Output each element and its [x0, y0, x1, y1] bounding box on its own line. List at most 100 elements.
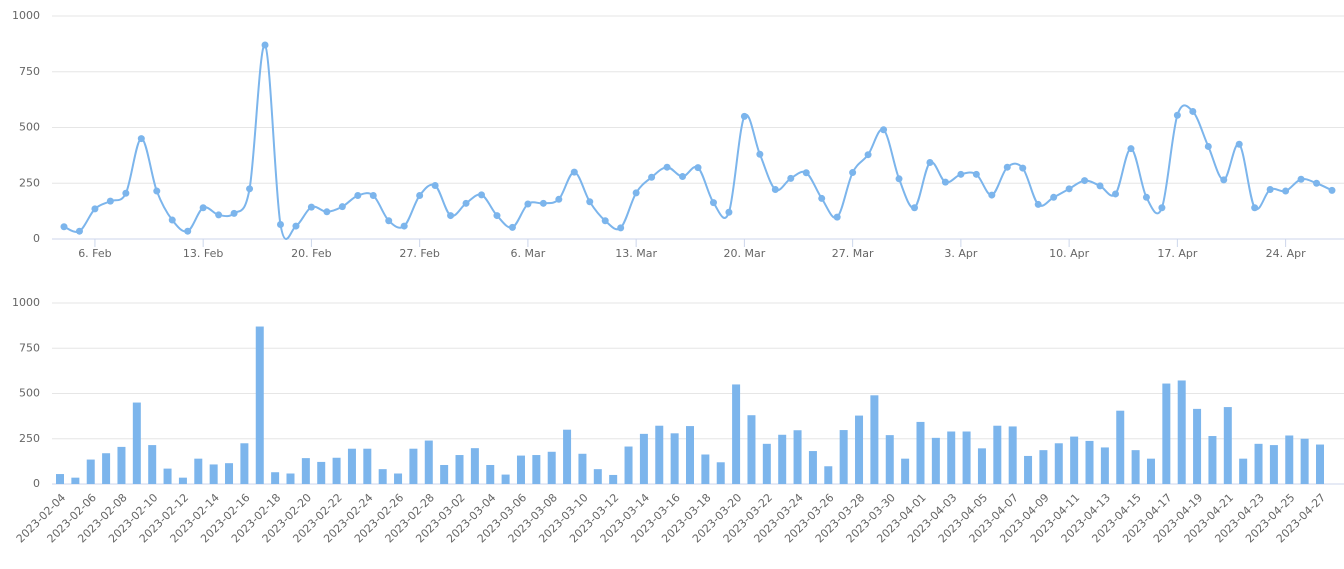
- point: [539, 199, 547, 207]
- bar: [639, 433, 648, 484]
- x-tick-label: 17. Apr: [1157, 247, 1197, 260]
- point: [910, 204, 918, 212]
- x-tick-label: 13. Mar: [615, 247, 657, 260]
- bar: [1300, 438, 1309, 484]
- bar: [563, 429, 572, 484]
- x-tick-label: 20. Feb: [291, 247, 331, 260]
- bar: [132, 402, 141, 484]
- bar: [686, 426, 694, 484]
- point: [972, 170, 980, 178]
- bar: [56, 474, 64, 484]
- point: [60, 223, 68, 231]
- y-tick-label: 250: [19, 432, 40, 445]
- bar: [102, 453, 111, 484]
- point: [818, 194, 826, 202]
- x-tick-label: 3. Apr: [944, 247, 977, 260]
- point: [787, 174, 795, 182]
- point: [1189, 107, 1197, 115]
- bar: [1269, 445, 1278, 484]
- bar: [993, 425, 1002, 484]
- point: [663, 163, 671, 171]
- point: [246, 185, 254, 193]
- point: [447, 212, 455, 220]
- point: [648, 173, 656, 181]
- bar: [1316, 444, 1324, 484]
- bar: [808, 451, 817, 484]
- point: [122, 189, 130, 197]
- bar: [1085, 440, 1094, 484]
- bar: [378, 469, 387, 484]
- point: [756, 150, 764, 158]
- bar: [516, 455, 525, 484]
- bar: [732, 384, 741, 484]
- bar: [839, 430, 848, 484]
- bar: [240, 443, 249, 484]
- bar: [1208, 436, 1217, 484]
- bar: [824, 466, 833, 484]
- bar: [209, 464, 218, 484]
- point: [230, 209, 238, 217]
- point: [524, 200, 532, 208]
- point: [1158, 204, 1166, 212]
- x-tick-label: 13. Feb: [183, 247, 223, 260]
- point: [725, 208, 733, 216]
- y-tick-label: 1000: [12, 296, 40, 309]
- point: [1313, 179, 1321, 187]
- bar: [762, 443, 771, 484]
- bar: [547, 451, 556, 484]
- bar: [793, 430, 802, 484]
- bar: [117, 446, 126, 484]
- bar: [1116, 410, 1125, 484]
- bar: [916, 421, 925, 484]
- point: [478, 191, 486, 199]
- point: [694, 164, 702, 172]
- point: [75, 227, 83, 235]
- point: [1282, 187, 1290, 195]
- bar: [424, 440, 433, 484]
- bar: [71, 477, 80, 484]
- point: [1019, 164, 1027, 172]
- bar: [1039, 450, 1048, 484]
- bar: [332, 457, 341, 484]
- bar: [1254, 443, 1263, 484]
- bar: [870, 395, 879, 484]
- bar: [1162, 383, 1171, 484]
- bar: [532, 455, 541, 484]
- bar: [225, 463, 234, 484]
- point: [849, 169, 857, 177]
- bar: [624, 446, 633, 484]
- y-tick-label: 500: [19, 387, 40, 400]
- point: [709, 199, 717, 207]
- point: [1096, 182, 1104, 190]
- point: [1034, 200, 1042, 208]
- y-tick-label: 750: [19, 341, 40, 354]
- bar: [301, 458, 310, 484]
- x-tick-label: 10. Apr: [1049, 247, 1089, 260]
- bar: [670, 433, 679, 484]
- bar: [470, 448, 479, 484]
- point: [106, 197, 114, 205]
- bar: [901, 458, 910, 484]
- point: [261, 41, 269, 49]
- point: [323, 208, 331, 216]
- bar: [885, 435, 894, 484]
- point: [1235, 140, 1243, 148]
- bar: [1131, 450, 1140, 484]
- point: [215, 211, 223, 219]
- bar: [778, 434, 787, 484]
- bar: [701, 454, 710, 484]
- point: [864, 151, 872, 159]
- bar: [271, 472, 280, 484]
- bar: [593, 469, 602, 484]
- y-tick-label: 750: [19, 65, 40, 78]
- bar: [455, 455, 464, 484]
- bar: [347, 448, 356, 484]
- point: [1251, 204, 1259, 212]
- point: [601, 217, 609, 225]
- bar: [977, 448, 986, 484]
- bar: [440, 464, 449, 484]
- point: [895, 175, 903, 183]
- point: [307, 203, 315, 211]
- y-tick-label: 0: [33, 477, 40, 490]
